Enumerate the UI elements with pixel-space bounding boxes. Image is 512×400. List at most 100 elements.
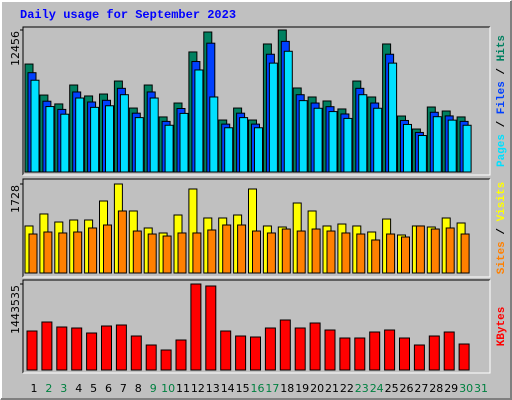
bar <box>190 283 202 371</box>
bar <box>235 335 247 371</box>
bar <box>209 96 219 173</box>
bar <box>417 135 427 173</box>
bar <box>428 335 440 371</box>
bar <box>179 112 189 173</box>
panel-frame-dark <box>22 279 490 373</box>
bar <box>264 327 276 371</box>
bar <box>413 344 425 371</box>
bar <box>75 97 85 173</box>
x-tick-label: 27 <box>414 382 428 395</box>
bar <box>224 127 234 173</box>
bar <box>358 94 368 173</box>
bar <box>283 50 293 173</box>
bar <box>462 124 472 173</box>
bar <box>222 224 232 274</box>
x-tick-label: 5 <box>90 382 97 395</box>
bar <box>147 233 157 274</box>
x-tick-label: 6 <box>105 382 112 395</box>
bar <box>192 232 202 274</box>
bar <box>119 94 129 173</box>
x-tick-label: 25 <box>385 382 399 395</box>
bar <box>220 330 232 371</box>
panel-frame-light <box>23 27 491 176</box>
bar <box>343 117 353 173</box>
bar <box>388 62 398 173</box>
panel-frame-light <box>23 179 491 278</box>
x-tick-label: 2 <box>45 382 52 395</box>
bar <box>28 233 38 274</box>
panel-frame-light <box>23 280 491 374</box>
panel-frame-dark <box>22 26 490 175</box>
bar <box>132 230 142 274</box>
x-tick-label: 18 <box>280 382 294 395</box>
legend-entry: Files <box>496 81 508 114</box>
x-tick-label: 30 <box>459 382 473 395</box>
bar <box>324 329 336 371</box>
bar <box>460 233 470 274</box>
bar <box>309 322 321 371</box>
x-tick-label: 14 <box>221 382 235 395</box>
bar <box>369 331 381 371</box>
x-tick-label: 4 <box>75 382 82 395</box>
bar <box>341 232 351 274</box>
legend: KBytes <box>496 307 508 347</box>
bar <box>384 329 396 371</box>
bar <box>371 239 381 274</box>
bar <box>43 231 53 274</box>
legend-entry: Sites <box>496 241 508 274</box>
x-tick-label: 20 <box>310 382 324 395</box>
bar <box>415 225 425 274</box>
bar <box>88 227 98 274</box>
x-tick-label: 15 <box>236 382 250 395</box>
y-tick-label: 12456 <box>9 31 22 66</box>
legend-separator: / <box>496 114 508 134</box>
x-tick-label: 19 <box>295 382 309 395</box>
bar <box>160 349 172 371</box>
bar <box>56 326 68 371</box>
bar <box>326 230 336 274</box>
panel-frame-dark <box>22 178 490 277</box>
x-tick-label: 24 <box>370 382 384 395</box>
bar <box>298 100 308 173</box>
x-tick-label: 31 <box>474 382 488 395</box>
x-tick-label: 3 <box>60 382 67 395</box>
bar <box>294 327 306 371</box>
bar <box>339 337 351 371</box>
bar <box>268 62 278 173</box>
bar <box>354 337 366 371</box>
legend-entry: Hits <box>496 35 508 61</box>
bar <box>445 227 455 274</box>
bar <box>458 343 470 371</box>
bar <box>311 228 321 274</box>
x-tick-label: 1 <box>31 382 38 395</box>
bar <box>194 69 204 173</box>
y-tick-label: 1443535 <box>9 285 22 334</box>
legend: Sites / Visits <box>496 182 508 274</box>
bar <box>447 119 457 173</box>
bar <box>177 232 187 274</box>
x-tick-label: 26 <box>400 382 414 395</box>
bar <box>432 116 442 173</box>
bar <box>403 123 412 173</box>
bar <box>41 321 53 371</box>
x-tick-label: 13 <box>206 382 220 395</box>
bar <box>386 233 396 274</box>
x-tick-label: 10 <box>161 382 175 395</box>
bar <box>134 117 144 173</box>
x-tick-label: 7 <box>120 382 127 395</box>
bar <box>237 224 247 274</box>
bar <box>90 106 100 173</box>
x-tick-label: 23 <box>355 382 369 395</box>
x-tick-label: 9 <box>150 382 157 395</box>
x-tick-label: 17 <box>265 382 279 395</box>
bar <box>60 113 70 173</box>
bar <box>30 79 40 173</box>
bar <box>103 224 112 274</box>
bar <box>254 127 263 173</box>
x-tick-label: 29 <box>444 382 458 395</box>
bar <box>266 232 276 274</box>
x-tick-label: 28 <box>429 382 443 395</box>
